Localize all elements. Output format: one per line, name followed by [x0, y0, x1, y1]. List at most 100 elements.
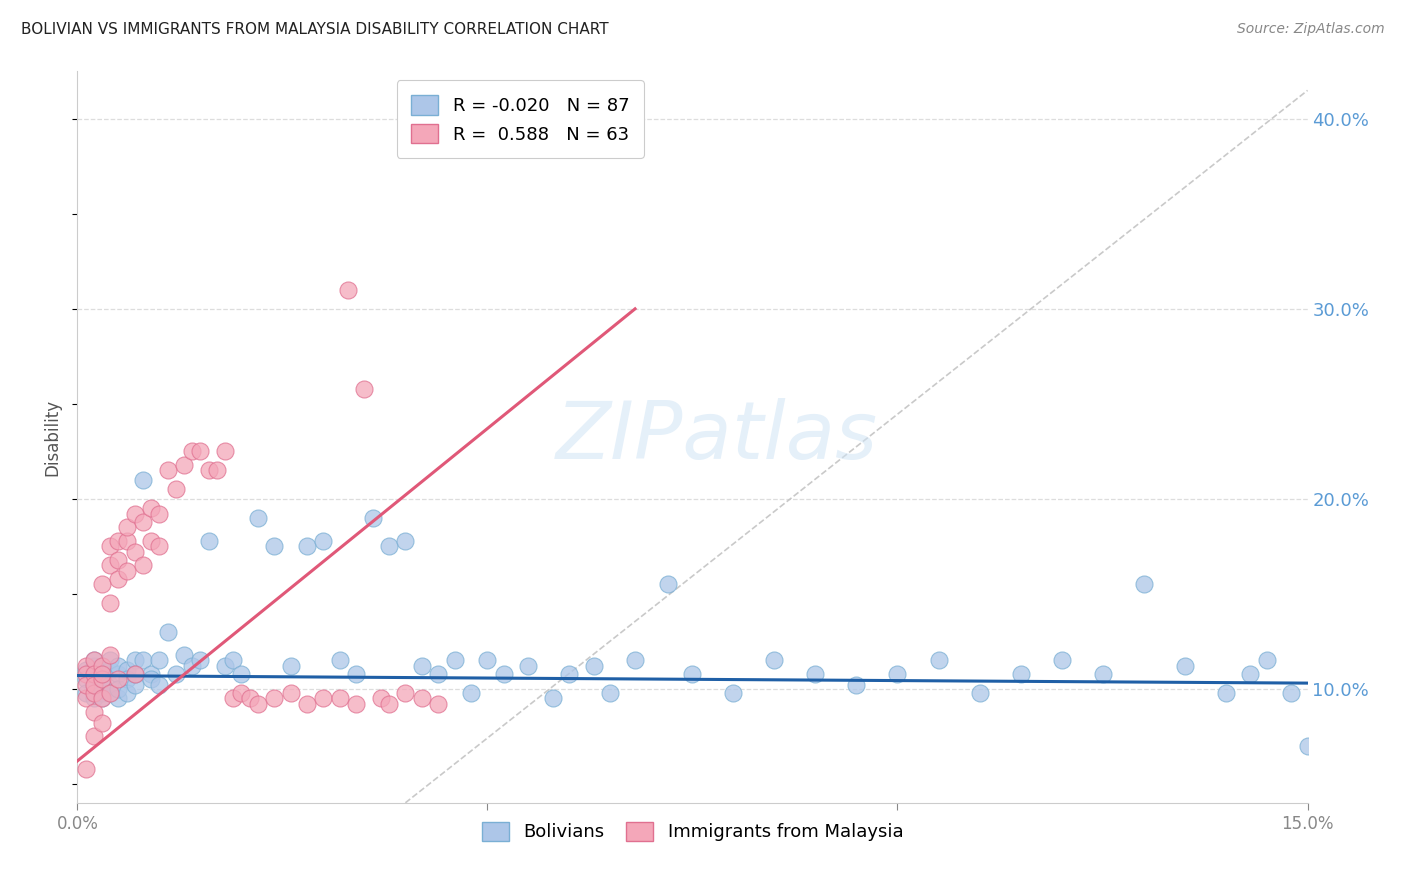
Point: [173, 648, 195, 662]
Point: [90, 663, 114, 677]
Point: [75, 659, 97, 673]
Point: [222, 691, 245, 706]
Point: [657, 577, 679, 591]
Point: [107, 666, 129, 681]
Point: [83, 653, 105, 667]
Point: [90, 673, 114, 687]
Point: [115, 533, 138, 548]
Point: [337, 283, 360, 297]
Point: [624, 653, 647, 667]
Point: [141, 533, 163, 548]
Point: [90, 666, 114, 681]
Point: [1313, 666, 1336, 681]
Point: [98, 685, 121, 699]
Point: [98, 596, 121, 610]
Point: [263, 539, 285, 553]
Point: [98, 653, 121, 667]
Point: [181, 444, 204, 458]
Point: [886, 666, 908, 681]
Point: [173, 458, 195, 472]
Point: [394, 533, 416, 548]
Point: [107, 691, 129, 706]
Point: [141, 666, 163, 681]
Point: [214, 444, 236, 458]
Point: [1296, 739, 1319, 753]
Point: [205, 463, 228, 477]
Point: [928, 653, 950, 667]
Point: [378, 697, 401, 711]
Point: [411, 659, 433, 673]
Point: [98, 558, 121, 573]
Point: [83, 666, 105, 681]
Point: [115, 663, 138, 677]
Point: [98, 648, 121, 662]
Point: [427, 666, 450, 681]
Point: [312, 691, 335, 706]
Point: [90, 659, 114, 673]
Point: [90, 691, 114, 706]
Point: [541, 691, 564, 706]
Point: [263, 691, 285, 706]
Point: [75, 666, 97, 681]
Point: [723, 685, 745, 699]
Point: [1239, 666, 1261, 681]
Point: [75, 673, 97, 687]
Point: [361, 511, 384, 525]
Point: [378, 539, 401, 553]
Point: [222, 653, 245, 667]
Point: [141, 673, 163, 687]
Text: ZIPatlas: ZIPatlas: [555, 398, 879, 476]
Point: [115, 685, 138, 699]
Point: [1337, 691, 1360, 706]
Point: [148, 507, 170, 521]
Point: [107, 572, 129, 586]
Legend: Bolivians, Immigrants from Malaysia: Bolivians, Immigrants from Malaysia: [474, 814, 911, 848]
Point: [124, 545, 146, 559]
Point: [763, 653, 786, 667]
Point: [90, 673, 114, 687]
Point: [115, 520, 138, 534]
Point: [231, 685, 253, 699]
Point: [427, 697, 450, 711]
Point: [845, 678, 868, 692]
Point: [1132, 577, 1154, 591]
Point: [98, 539, 121, 553]
Point: [492, 666, 515, 681]
Point: [132, 515, 155, 529]
Point: [124, 666, 146, 681]
Point: [239, 691, 262, 706]
Point: [75, 691, 97, 706]
Point: [83, 729, 105, 743]
Point: [312, 533, 335, 548]
Point: [107, 552, 129, 566]
Point: [83, 653, 105, 667]
Point: [90, 716, 114, 731]
Point: [107, 533, 129, 548]
Point: [583, 659, 606, 673]
Point: [1050, 653, 1073, 667]
Point: [90, 577, 114, 591]
Point: [353, 382, 375, 396]
Point: [969, 685, 991, 699]
Point: [344, 697, 367, 711]
Point: [599, 685, 621, 699]
Point: [148, 539, 170, 553]
Point: [280, 659, 302, 673]
Point: [295, 539, 318, 553]
Point: [83, 678, 105, 692]
Point: [214, 659, 236, 673]
Point: [477, 653, 499, 667]
Point: [1010, 666, 1032, 681]
Point: [558, 666, 581, 681]
Point: [231, 666, 253, 681]
Point: [83, 666, 105, 681]
Point: [165, 666, 187, 681]
Point: [132, 473, 155, 487]
Point: [804, 666, 827, 681]
Point: [329, 691, 352, 706]
Point: [83, 685, 105, 699]
Point: [90, 659, 114, 673]
Point: [188, 653, 212, 667]
Point: [75, 685, 97, 699]
Point: [115, 673, 138, 687]
